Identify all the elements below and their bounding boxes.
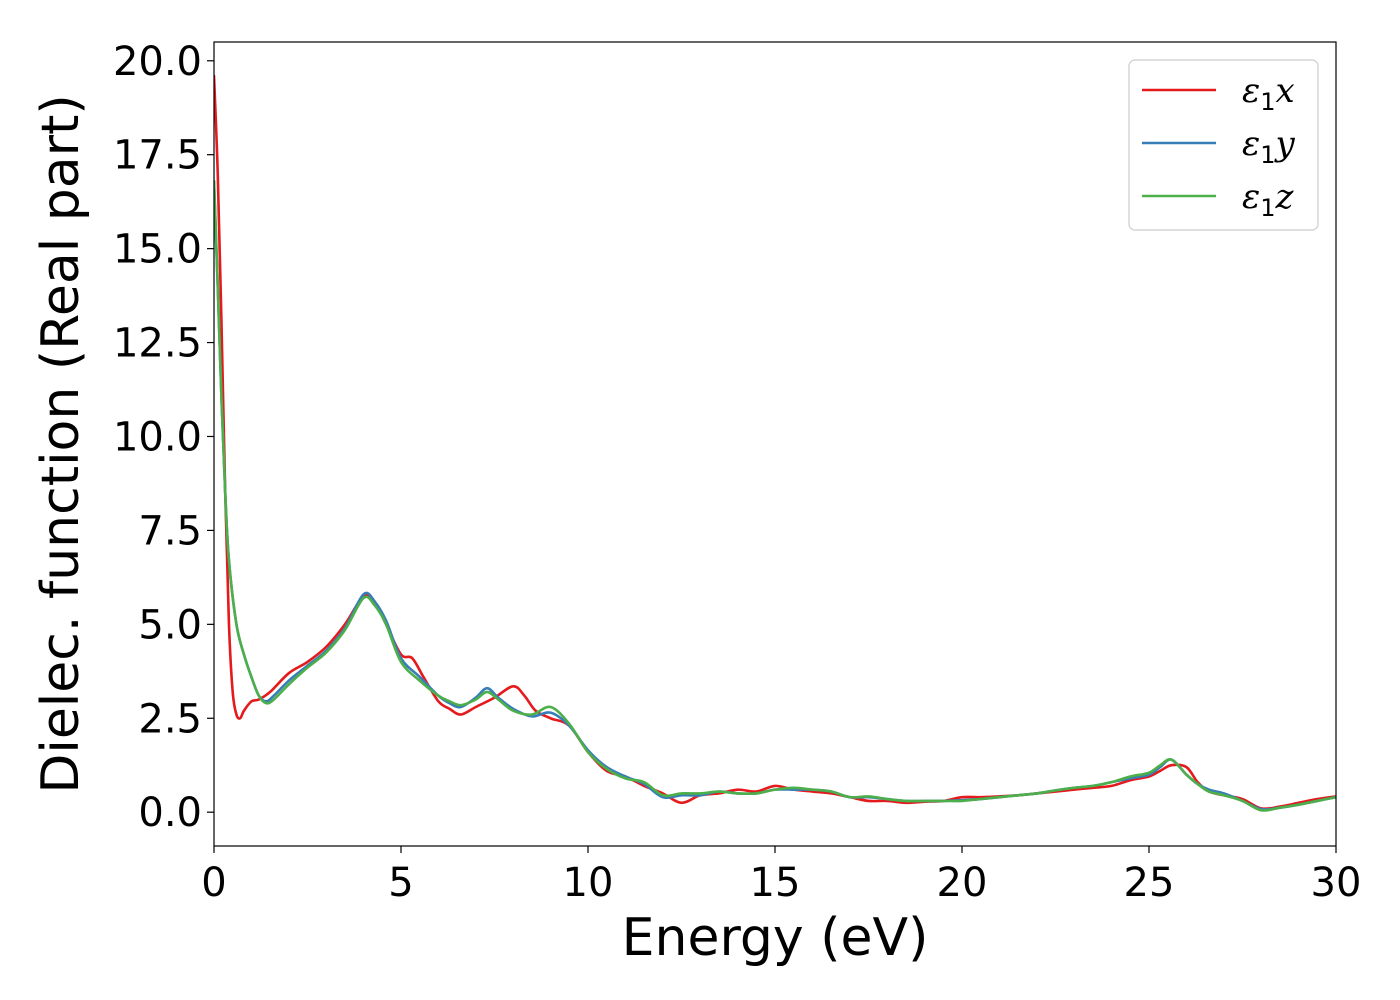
- y-tick-label: 0.0: [138, 790, 202, 836]
- y-tick-label: 7.5: [138, 508, 202, 554]
- x-tick-label: 0: [201, 860, 226, 906]
- y-tick-label: 2.5: [138, 696, 202, 742]
- y-tick-label: 15.0: [113, 227, 202, 273]
- legend-label-x: ε1x: [1242, 71, 1295, 116]
- y-axis-ticks: 0.0 2.5 5.0 7.5 10.0 12.5 15.0 17.5 20.0: [113, 39, 214, 836]
- x-tick-label: 20: [937, 860, 988, 906]
- y-tick-label: 5.0: [138, 602, 202, 648]
- legend-label-y: ε1y: [1242, 124, 1296, 169]
- x-tick-label: 10: [563, 860, 614, 906]
- x-tick-label: 15: [750, 860, 801, 906]
- x-axis-ticks: 0 5 10 15 20 25 30: [201, 846, 1361, 906]
- y-tick-label: 10.0: [113, 414, 202, 460]
- x-tick-label: 5: [388, 860, 413, 906]
- series-line-x: [214, 74, 1336, 811]
- series-line-z: [214, 179, 1336, 812]
- legend-box: [1128, 59, 1319, 231]
- x-axis-label: Energy (eV): [622, 908, 929, 968]
- y-tick-label: 20.0: [113, 39, 202, 85]
- legend-label-z: ε1z: [1242, 177, 1295, 222]
- y-tick-label: 12.5: [113, 321, 202, 367]
- x-tick-label: 25: [1124, 860, 1175, 906]
- legend: ε1x ε1y ε1z: [1128, 59, 1319, 231]
- series-layer: [214, 74, 1336, 812]
- x-tick-label: 30: [1311, 860, 1362, 906]
- y-axis-label: Dielec. function (Real part): [31, 94, 91, 793]
- series-line-y: [214, 179, 1336, 811]
- y-tick-label: 17.5: [113, 133, 202, 179]
